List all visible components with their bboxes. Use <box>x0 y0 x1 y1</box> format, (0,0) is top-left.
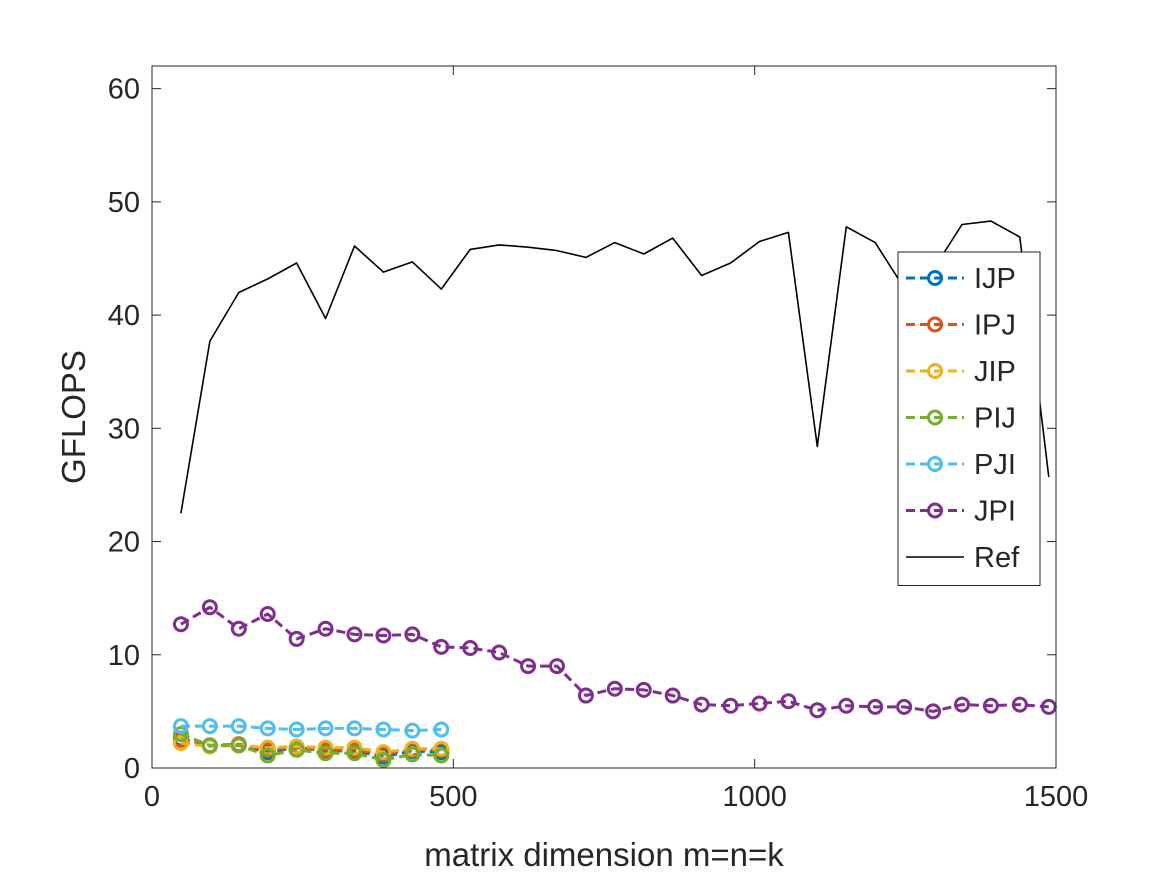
data-point-jpi <box>925 703 942 720</box>
series-pij <box>172 726 450 769</box>
data-point-jpi <box>317 620 334 637</box>
y-tick-label: 50 <box>108 187 140 219</box>
legend-label-pji: PJI <box>974 449 1016 481</box>
data-point-jpi <box>1011 696 1028 713</box>
data-point-jip <box>317 739 334 756</box>
axes-box <box>151 65 1057 769</box>
data-point-pji <box>433 721 450 738</box>
data-point-jpi <box>230 620 247 637</box>
series-jpi <box>172 599 1057 720</box>
y-tick-label: 40 <box>108 300 140 332</box>
data-point-pij <box>404 746 421 763</box>
data-point-jpi <box>722 697 739 714</box>
data-point-pij <box>201 737 218 754</box>
data-point-jpi <box>635 681 652 698</box>
data-point-pij <box>317 745 334 762</box>
legend: IJP IPJ JIP PIJ PJI JPI Ref <box>897 251 1041 586</box>
data-point-pij <box>259 747 276 764</box>
data-point-pji <box>201 718 218 735</box>
x-tick-label: 0 <box>144 781 160 813</box>
data-point-pji <box>404 722 421 739</box>
data-point-jpi <box>982 697 999 714</box>
data-point-jpi <box>375 627 392 644</box>
legend-label-ijp: IJP <box>974 263 1016 295</box>
legend-marker-jip <box>927 363 943 379</box>
x-tick-label: 500 <box>429 781 477 813</box>
y-tick-label: 30 <box>108 413 140 445</box>
data-point-jpi <box>751 695 768 712</box>
ticks-layer: 0 500 1000 1500 0 10 20 30 40 50 60 <box>108 66 1089 813</box>
series-line-jpi <box>180 605 1049 713</box>
data-point-jpi <box>896 698 913 715</box>
data-point-jpi <box>548 658 565 675</box>
data-point-jpi <box>838 697 855 714</box>
legend-marker-ipj <box>927 316 943 333</box>
data-point-jpi <box>953 696 970 713</box>
data-point-pji <box>172 718 189 735</box>
data-point-jpi <box>867 698 884 715</box>
data-point-jpi <box>1040 698 1057 715</box>
x-axis-label: matrix dimension m=n=k <box>424 836 784 873</box>
y-axis-label: GFLOPS <box>55 350 92 484</box>
data-point-pij <box>375 752 392 769</box>
series-layer <box>172 220 1057 769</box>
data-point-jpi <box>462 639 479 656</box>
y-tick-label: 0 <box>124 753 140 785</box>
data-point-jpi <box>491 644 508 661</box>
data-point-pij <box>230 737 247 754</box>
data-point-jpi <box>201 599 218 616</box>
data-point-jip <box>172 735 189 752</box>
y-tick-label: 60 <box>108 74 140 106</box>
data-point-jpi <box>346 626 363 643</box>
data-point-pji <box>230 718 247 735</box>
y-tick-label: 10 <box>108 640 140 672</box>
data-point-jip <box>404 740 421 757</box>
data-point-jpi <box>172 616 189 633</box>
series-pji <box>172 718 450 739</box>
x-tick-label: 1500 <box>1024 781 1089 813</box>
legend-label-pij: PIJ <box>974 403 1016 435</box>
legend-marker-jpi <box>927 502 943 519</box>
legend-marker-ijp <box>927 270 943 286</box>
data-point-jip <box>346 739 363 756</box>
series-line-pij <box>180 732 442 762</box>
y-tick-label: 20 <box>108 527 140 559</box>
data-point-pji <box>375 721 392 738</box>
data-point-pij <box>346 745 363 762</box>
data-point-jpi <box>693 696 710 713</box>
data-point-pij <box>288 741 305 758</box>
data-point-jpi <box>404 626 421 643</box>
data-point-jpi <box>809 702 826 719</box>
legend-label-jip: JIP <box>974 356 1016 388</box>
data-point-pji <box>259 720 276 737</box>
legend-label-ref: Ref <box>974 542 1020 574</box>
data-point-jpi <box>433 638 450 655</box>
data-point-jpi <box>520 658 537 675</box>
series-line-pji <box>180 724 442 733</box>
legend-label-ipj: IPJ <box>974 310 1016 342</box>
data-point-jpi <box>288 630 305 647</box>
data-point-pij <box>433 747 450 764</box>
data-point-jpi <box>664 687 681 704</box>
data-point-jpi <box>577 687 594 704</box>
x-tick-label: 1000 <box>722 781 787 813</box>
legend-marker-pij <box>927 409 943 426</box>
data-point-jip <box>375 744 392 761</box>
data-point-pji <box>317 720 334 737</box>
legend-box <box>897 251 1041 586</box>
data-point-jpi <box>259 606 276 623</box>
data-point-pji <box>346 720 363 737</box>
data-point-jpi <box>606 680 623 697</box>
data-point-jpi <box>780 693 797 710</box>
data-point-pji <box>288 721 305 738</box>
legend-marker-pji <box>927 456 943 472</box>
legend-label-jpi: JPI <box>974 496 1016 528</box>
